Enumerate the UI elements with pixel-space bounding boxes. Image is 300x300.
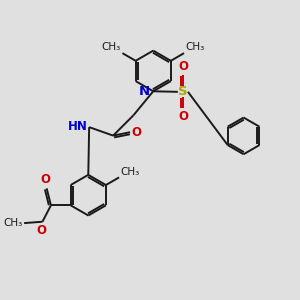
Text: CH₃: CH₃ (102, 42, 121, 52)
Text: O: O (131, 126, 142, 139)
Text: O: O (178, 60, 188, 73)
Text: O: O (178, 110, 188, 124)
Text: O: O (36, 224, 46, 237)
Text: N: N (139, 85, 150, 98)
Text: O: O (40, 173, 50, 186)
Text: CH₃: CH₃ (3, 218, 23, 228)
Text: HN: HN (68, 120, 88, 133)
Text: CH₃: CH₃ (185, 42, 205, 52)
Text: CH₃: CH₃ (121, 167, 140, 177)
Text: S: S (178, 85, 188, 98)
